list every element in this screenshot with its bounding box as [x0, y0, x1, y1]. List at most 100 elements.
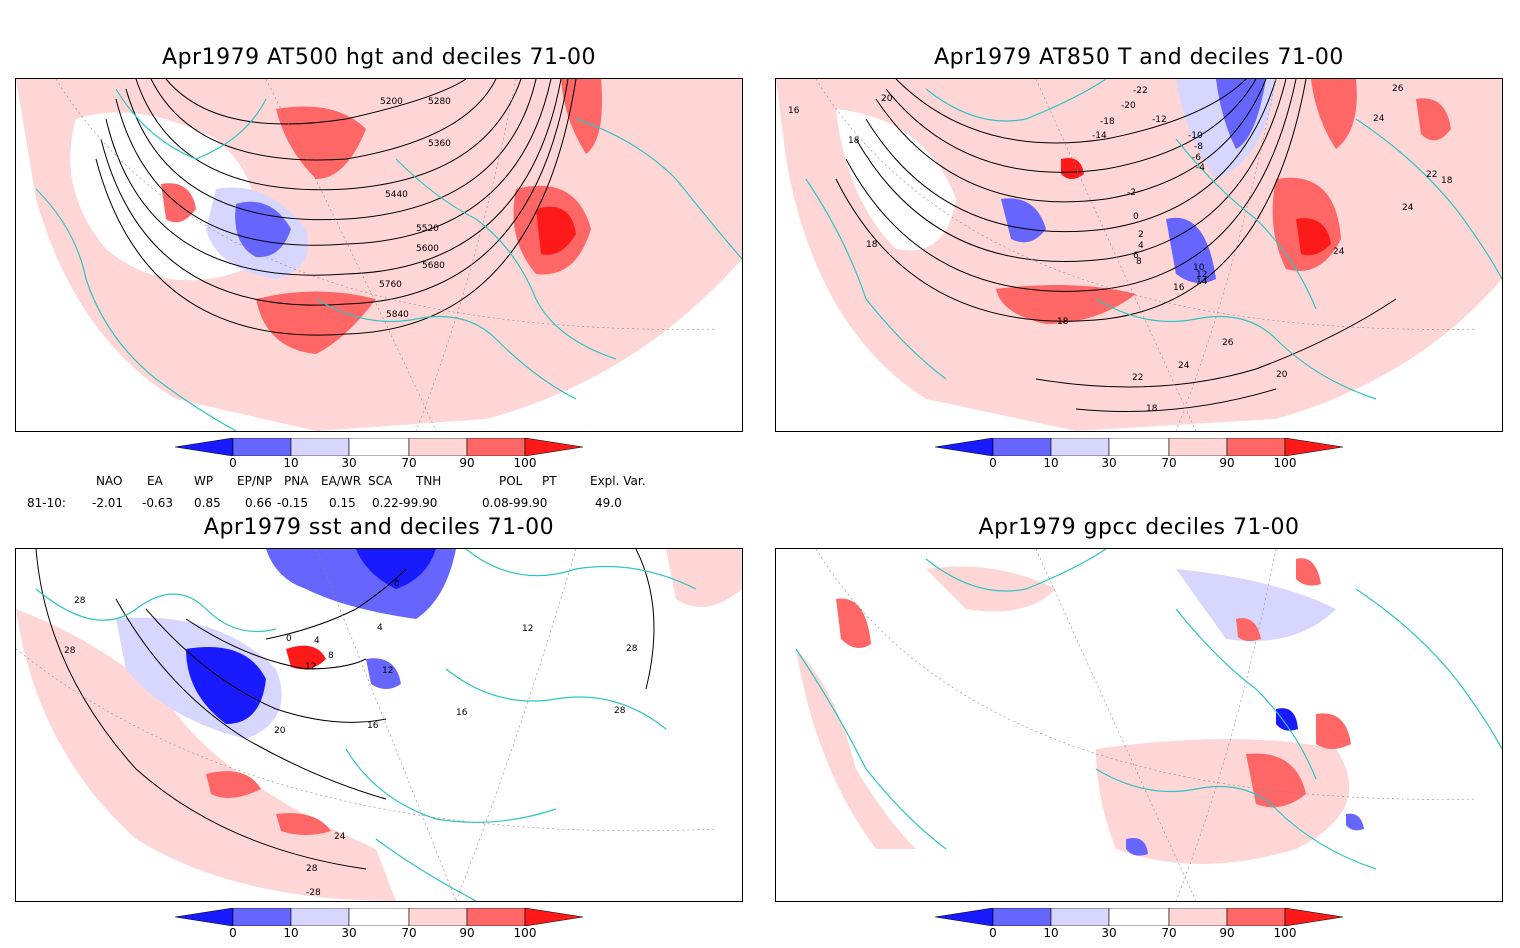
shading-blue-4: [366, 658, 401, 689]
red-patch-2: [1246, 753, 1306, 808]
colorbar-tick: 0: [229, 456, 237, 470]
index-name: NAO: [96, 474, 123, 488]
colorbar-top-left: 0 10 30 70 90 100: [174, 437, 595, 478]
panel-title-gpcc: Apr1979 gpcc deciles 71-00: [978, 515, 1300, 540]
map-gpcc-canvas: [795, 549, 1502, 901]
contour-label: 26: [1392, 84, 1404, 94]
index-name: PT: [542, 474, 557, 488]
coastlines: [35, 88, 742, 431]
colorbar-tick: 0: [989, 926, 997, 940]
index-value: 0.66: [245, 496, 272, 510]
contour-label: -10: [1188, 131, 1203, 141]
grid-lines: [16, 549, 717, 901]
index-name: POL: [499, 474, 523, 488]
contour-label: 24: [334, 832, 346, 842]
colorbar-tick: 90: [459, 926, 475, 940]
contour-label: 24: [1402, 203, 1414, 213]
colorbar-tick: 100: [513, 926, 537, 940]
colorbar-tick: 70: [1161, 456, 1177, 470]
contour-label: -22: [1133, 86, 1148, 96]
contour-label: 4: [377, 623, 383, 633]
map-hgt500-canvas: 5200 5280 5360 5440 5520 5600 5680 5760 …: [16, 79, 742, 431]
contour-label: 14: [1196, 277, 1208, 287]
contour-label: 12: [382, 666, 393, 676]
contour-label: 4: [1138, 241, 1144, 251]
contour-label: 12: [1196, 270, 1207, 280]
index-name: EA: [147, 474, 163, 488]
contour-label: 28: [74, 596, 86, 606]
contour-label: 6: [1133, 251, 1139, 261]
grid-lines: [815, 549, 1477, 901]
shading-mid-red-3: [276, 106, 366, 179]
contour-label: 26: [1222, 338, 1234, 348]
contour-label: 20: [1276, 370, 1288, 380]
contour-label: 5600: [416, 244, 439, 254]
colorbar-tick: 90: [1219, 926, 1235, 940]
index-value: -2.01: [92, 496, 124, 510]
shading-white: [836, 109, 956, 251]
shading-red-1: [286, 645, 326, 670]
index-name: WP: [194, 474, 214, 488]
contour-labels: 16 18 18 20 -22 -20 -18 -14 -12 -10 -8 -…: [788, 84, 1453, 414]
contour-label: 10: [1193, 263, 1205, 273]
contour-label: 24: [1178, 361, 1190, 371]
contour-label: 24: [1333, 247, 1345, 257]
colorbar-tick: 10: [1043, 926, 1059, 940]
colorbar-tick: 90: [1219, 456, 1235, 470]
contour-label: 12: [305, 662, 316, 672]
shading-red-core: [536, 206, 576, 255]
index-name: SCA: [368, 474, 393, 488]
blue-patch-3: [1346, 813, 1364, 831]
colorbar-tick: 30: [341, 456, 357, 470]
contour-label: -20: [1121, 101, 1136, 111]
contour-label: -28: [306, 888, 321, 898]
contour-label: 22: [1132, 373, 1143, 383]
contour-label: 22: [1426, 170, 1437, 180]
shading-light-red: [776, 79, 1502, 431]
temperature-contours: [835, 79, 1397, 412]
index-row-label: 81-10:: [27, 496, 66, 510]
red-patch-5: [1236, 618, 1261, 642]
colorbar-svg: [174, 437, 584, 457]
sst-contours: [35, 549, 655, 870]
contour-label: 28: [626, 644, 638, 654]
land-speckle-2: [926, 566, 1056, 612]
contour-label: 5200: [380, 97, 403, 107]
shading-mid-blue-2: [1001, 198, 1046, 243]
colorbar-tick: 0: [989, 456, 997, 470]
contour-label: 8: [1136, 257, 1142, 267]
blue-patch-2: [1126, 838, 1148, 856]
contour-label: -4: [1196, 163, 1205, 173]
contour-label: 18: [848, 136, 860, 146]
contour-label: 5840: [386, 310, 409, 320]
contour-label: 16: [456, 708, 468, 718]
contour-label: 5440: [385, 190, 408, 200]
contour-label: 0: [1133, 212, 1139, 222]
index-name: EP/NP: [237, 474, 273, 488]
contour-label: -6: [1192, 153, 1201, 163]
shading-mid-red-1: [256, 291, 376, 354]
shading-mid-blue-3: [1166, 217, 1216, 283]
colorbar-tick: 0: [229, 926, 237, 940]
colorbar-tick: 70: [401, 926, 417, 940]
colorbar-bottom-right: 0 10 30 70 90 100: [934, 907, 1355, 948]
land-speckle-4: [1176, 569, 1336, 641]
map-sst-canvas: 28 28 0 4 8 12 4 0 12 16 16 20 24 28 -28…: [16, 549, 742, 901]
index-value: -0.63: [142, 496, 174, 510]
shading-mid-blue-1: [1216, 79, 1266, 149]
contour-label: 16: [367, 721, 379, 731]
colorbar-tick: 100: [1273, 456, 1297, 470]
contour-label: 18: [866, 240, 878, 250]
map-hgt500: 5200 5280 5360 5440 5520 5600 5680 5760 …: [15, 78, 743, 432]
contour-label: 16: [1173, 283, 1185, 293]
red-patch-1: [836, 598, 871, 648]
contour-label: 28: [614, 706, 626, 716]
contour-label: 0: [394, 579, 400, 589]
index-name: EA/WR: [321, 474, 362, 488]
shading-mid-red-3: [1311, 79, 1357, 149]
shading-blue-1: [186, 647, 266, 724]
index-value: 0.08-99.90: [482, 496, 548, 510]
contour-label: 18: [1057, 317, 1069, 327]
shading-red-3: [276, 813, 331, 835]
colorbar-bottom-left: 0 10 30 70 90 100: [174, 907, 595, 948]
